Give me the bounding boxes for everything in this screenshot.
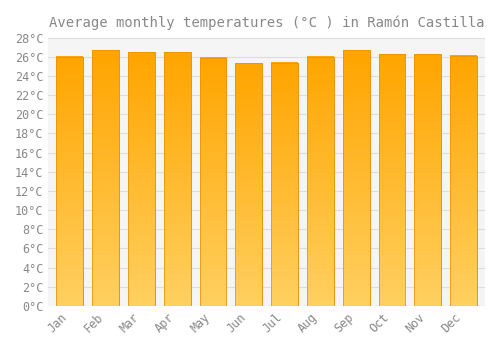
- Bar: [164, 52, 190, 306]
- Bar: [342, 50, 369, 306]
- Bar: [236, 63, 262, 306]
- Bar: [164, 52, 190, 306]
- Bar: [414, 54, 441, 306]
- Bar: [128, 52, 155, 306]
- Bar: [92, 50, 119, 306]
- Bar: [414, 54, 441, 306]
- Bar: [56, 57, 84, 306]
- Bar: [92, 50, 119, 306]
- Title: Average monthly temperatures (°C ) in Ramón Castilla: Average monthly temperatures (°C ) in Ra…: [49, 15, 484, 29]
- Bar: [200, 58, 226, 306]
- Bar: [450, 56, 477, 306]
- Bar: [271, 63, 298, 306]
- Bar: [378, 54, 406, 306]
- Bar: [128, 52, 155, 306]
- Bar: [342, 50, 369, 306]
- Bar: [236, 63, 262, 306]
- Bar: [271, 63, 298, 306]
- Bar: [307, 57, 334, 306]
- Bar: [378, 54, 406, 306]
- Bar: [450, 56, 477, 306]
- Bar: [307, 57, 334, 306]
- Bar: [200, 58, 226, 306]
- Bar: [56, 57, 84, 306]
